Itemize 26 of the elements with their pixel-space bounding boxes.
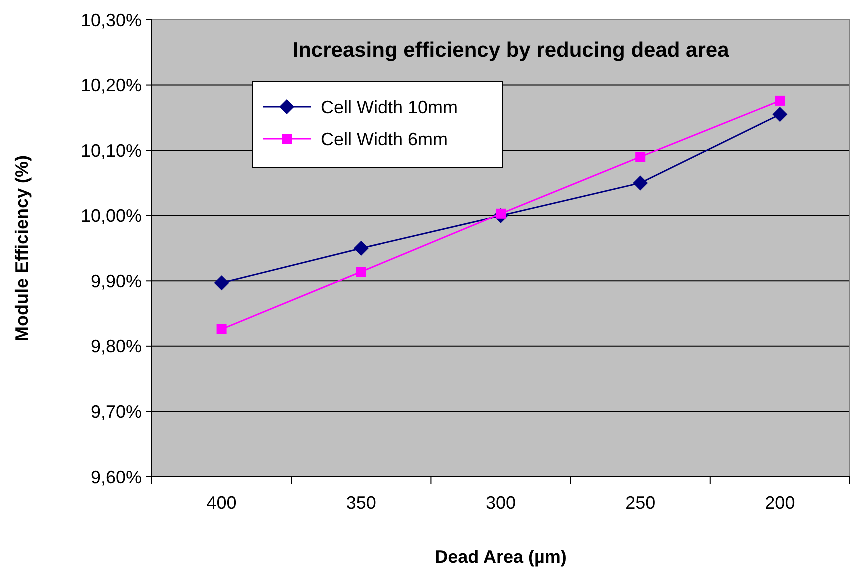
y-axis-title: Module Efficiency (%): [12, 155, 32, 342]
point: [775, 96, 786, 106]
y-tick-label: 9,80%: [90, 336, 142, 357]
legend-label: Cell Width 10mm: [321, 97, 458, 118]
point: [636, 152, 646, 162]
x-tick-label: 300: [486, 493, 516, 513]
x-tick-label: 400: [206, 493, 237, 513]
x-tick-label: 200: [765, 493, 796, 513]
point: [772, 107, 788, 122]
y-tick-label: 9,70%: [90, 402, 142, 422]
y-tick-label: 10,10%: [80, 140, 142, 161]
legend-label: Cell Width 6mm: [321, 129, 448, 150]
x-tick-label: 350: [346, 493, 376, 513]
point: [216, 324, 227, 334]
y-tick-label: 9,60%: [90, 467, 142, 488]
y-tick-label: 9,90%: [90, 271, 142, 292]
point: [354, 241, 369, 256]
point: [356, 267, 366, 278]
point: [633, 176, 648, 191]
point: [214, 276, 230, 291]
y-tick-label: 10,30%: [80, 10, 142, 30]
x-axis-title: Dead Area (µm): [435, 547, 567, 567]
y-tick-label: 10,20%: [80, 76, 142, 96]
x-tick-label: 250: [626, 493, 656, 513]
text: Increasing efficiency by reducing dead area: [292, 39, 730, 62]
y-tick-label: 10,00%: [80, 206, 142, 226]
